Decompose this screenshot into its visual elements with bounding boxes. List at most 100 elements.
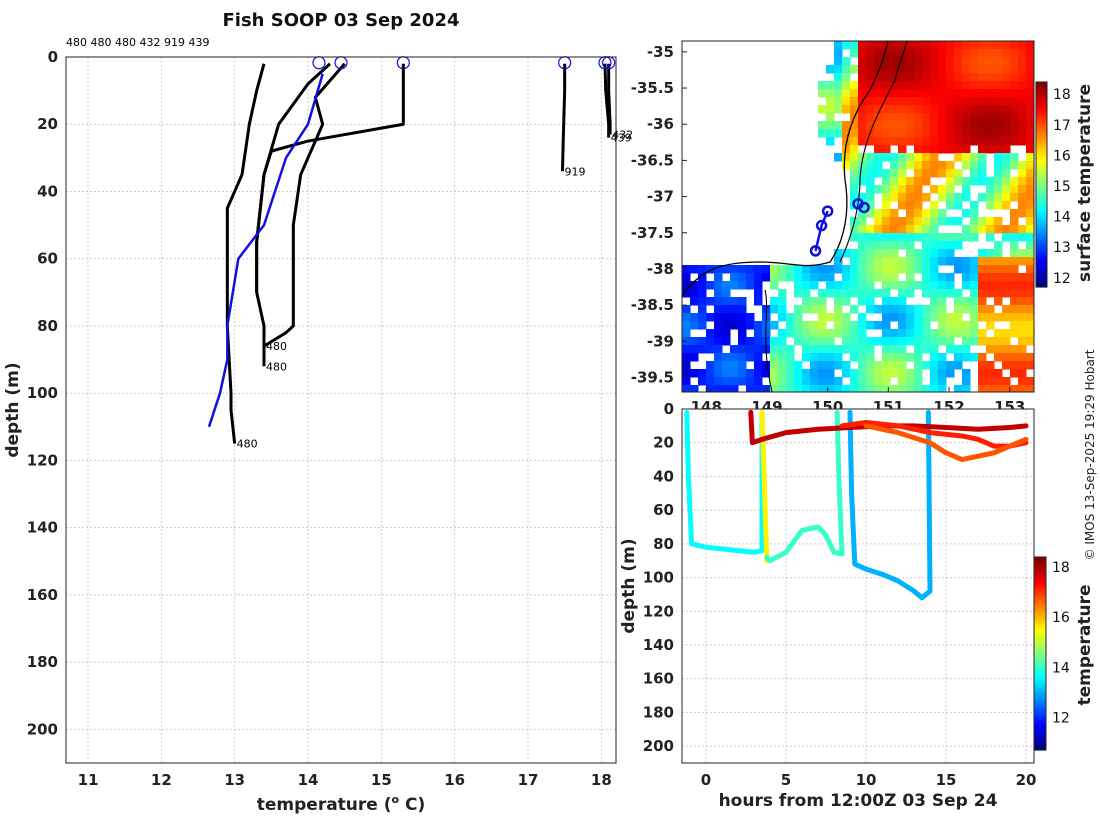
sst-cell: [914, 201, 923, 210]
sst-cell: [754, 265, 763, 274]
temperature-colorbar-segment: [1034, 662, 1046, 667]
sst-cell: [722, 385, 731, 392]
sst-cell: [858, 249, 867, 258]
sst-cell: [954, 169, 963, 178]
sst-cell: [706, 297, 715, 306]
profile-line: [603, 63, 611, 138]
station-marker: [821, 205, 834, 217]
sst-cell: [794, 385, 803, 392]
sst-cell: [754, 377, 763, 386]
sst-cell: [698, 289, 707, 298]
sst-cell: [866, 257, 875, 266]
sst-colorbar-segment: [1036, 238, 1047, 243]
sst-cell: [938, 193, 947, 202]
profile-x-tick-label: 11: [78, 771, 99, 789]
sst-cell: [914, 225, 923, 234]
sst-cell: [690, 369, 699, 378]
sst-cell: [954, 257, 963, 266]
sst-colorbar-tick-label: 12: [1053, 271, 1071, 287]
sst-cell: [906, 153, 915, 162]
temperature-colorbar-segment: [1034, 683, 1046, 688]
section-cast-line: [684, 409, 765, 555]
sst-cell: [1018, 377, 1027, 386]
temperature-colorbar-segment: [1034, 596, 1046, 600]
sst-cell: [962, 105, 971, 114]
profile-y-tick-label: 140: [27, 519, 58, 537]
sst-cell: [890, 113, 899, 122]
sst-colorbar-frame: [1035, 81, 1048, 288]
sst-cell: [738, 265, 747, 274]
sst-cell: [994, 225, 1003, 234]
sst-cell: [818, 345, 827, 354]
sst-cell: [954, 361, 963, 370]
sst-cell: [1018, 281, 1027, 290]
sst-cell: [794, 361, 803, 370]
sst-cell: [1018, 193, 1027, 202]
section-y-label: depth (m): [619, 538, 639, 633]
sst-cell: [842, 385, 851, 392]
sst-cell: [850, 281, 859, 290]
profile-x-tick-label: 12: [151, 771, 172, 789]
sst-cell: [858, 161, 867, 170]
sst-cell: [1026, 337, 1034, 346]
sst-cell: [978, 361, 987, 370]
sst-cell: [858, 353, 867, 362]
section-cast-line: [863, 423, 1029, 463]
lat-tick-label: -36: [647, 115, 674, 133]
sst-colorbar-segment: [1036, 120, 1047, 125]
sst-cell: [1002, 281, 1011, 290]
sst-cell: [906, 185, 915, 194]
station-marker: [809, 245, 822, 257]
sst-colorbar-segment: [1036, 197, 1047, 202]
sst-cell: [954, 177, 963, 186]
sst-cell: [890, 57, 899, 66]
sst-cell: [1026, 305, 1034, 314]
sst-cell: [914, 73, 923, 82]
sst-cell: [962, 257, 971, 266]
sst-cell: [770, 297, 779, 306]
sst-cell: [922, 81, 931, 90]
temperature-colorbar-segment: [1034, 731, 1046, 736]
profile-x-tick-label: 17: [518, 771, 539, 789]
sst-cell: [938, 377, 947, 386]
sst-cell: [746, 353, 755, 362]
sst-colorbar-segment: [1036, 232, 1047, 237]
sst-cell: [898, 329, 907, 338]
temperature-colorbar-segment: [1034, 719, 1046, 724]
sst-cell: [978, 249, 987, 258]
sst-cell: [930, 73, 939, 82]
sst-colorbar-tick-label: 15: [1053, 179, 1071, 195]
sst-cell: [994, 313, 1003, 322]
sst-cell: [714, 305, 723, 314]
sst-cell: [914, 257, 923, 266]
sst-cell: [802, 329, 811, 338]
sst-cell: [826, 265, 835, 274]
sst-cell: [722, 377, 731, 386]
sst-cell: [914, 385, 923, 392]
sst-cell: [858, 289, 867, 298]
sst-cell: [834, 265, 843, 274]
sst-cell: [826, 273, 835, 282]
sst-cell: [722, 305, 731, 314]
sst-cell: [810, 305, 819, 314]
sst-cell: [746, 337, 755, 346]
sst-cell: [962, 153, 971, 162]
sst-cell: [874, 113, 883, 122]
sst-cell: [722, 265, 731, 274]
sst-cell: [1002, 129, 1011, 138]
sst-cell: [690, 281, 699, 290]
sst-cell: [714, 329, 723, 338]
sst-cell: [890, 185, 899, 194]
sst-cell: [826, 377, 835, 386]
sst-colorbar-segment: [1036, 213, 1047, 218]
sst-cell: [874, 97, 883, 106]
sst-cell: [994, 145, 1003, 154]
sst-cell: [1010, 153, 1019, 162]
sst-cell: [906, 241, 915, 250]
sst-cell: [922, 113, 931, 122]
sst-cell: [834, 41, 843, 50]
sst-cell: [1018, 89, 1027, 98]
temperature-colorbar-segment: [1034, 704, 1046, 709]
sst-cell: [866, 209, 875, 218]
